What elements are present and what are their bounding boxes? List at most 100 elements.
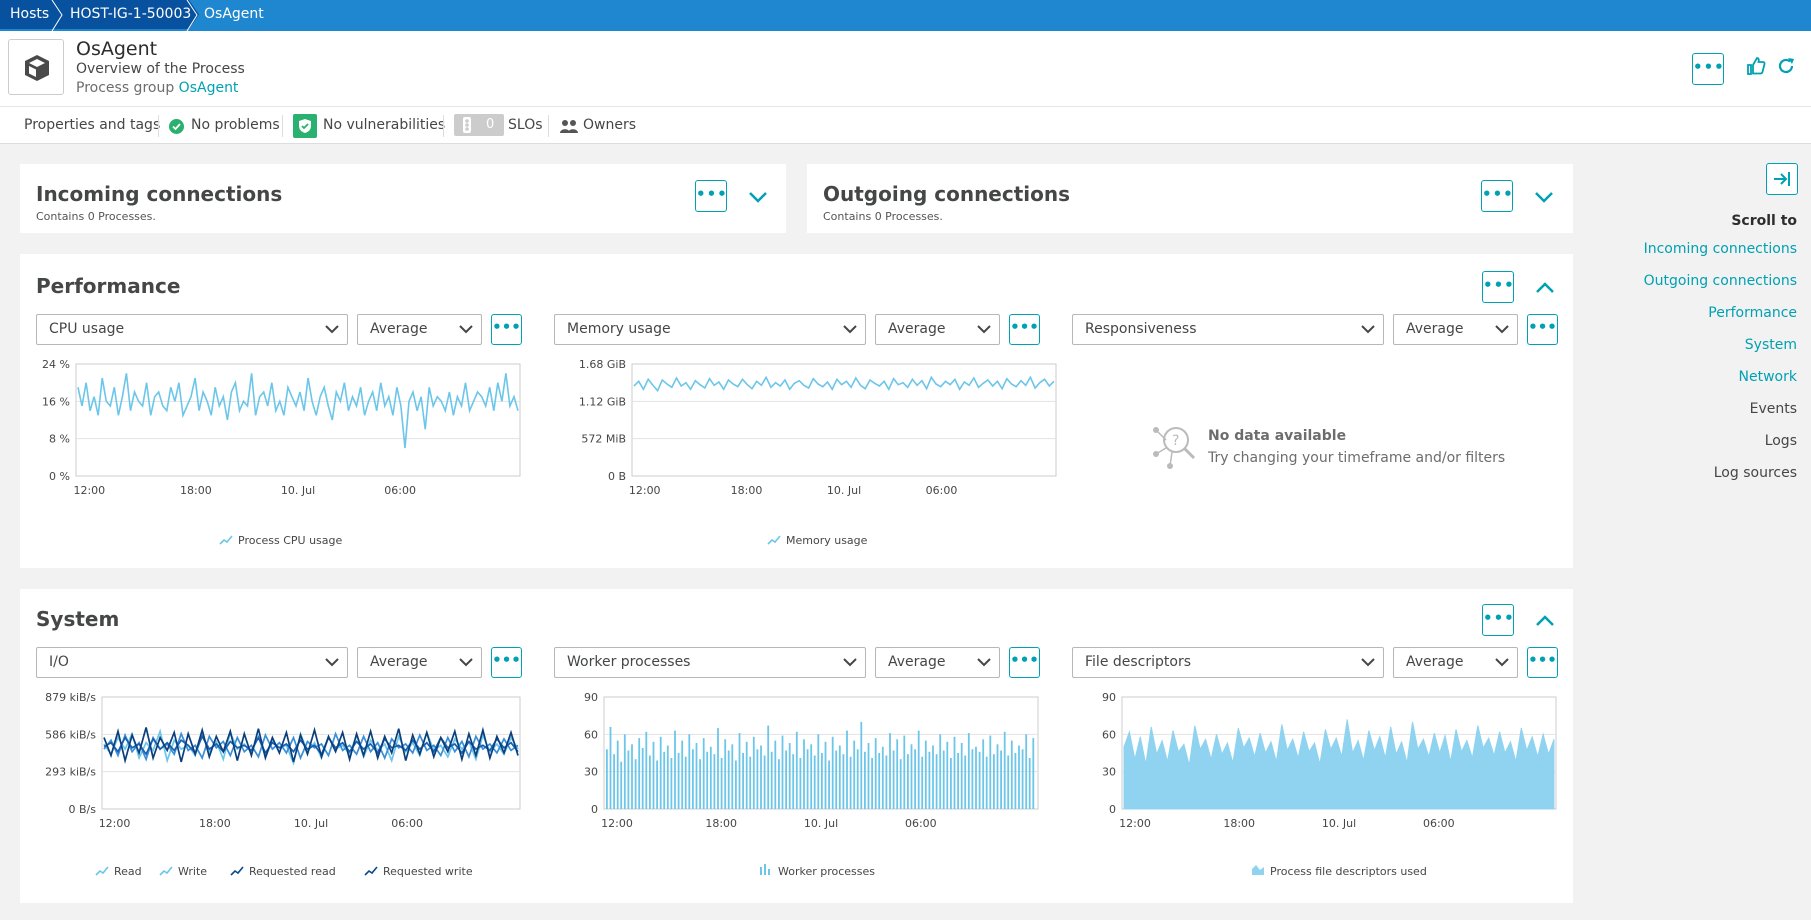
shield-check-icon — [293, 114, 317, 138]
breadcrumb-process[interactable]: OsAgent — [204, 6, 264, 22]
bar — [967, 733, 970, 809]
x-tick-label: 12:00 — [1119, 817, 1151, 830]
legend-icon — [159, 866, 173, 876]
y-tick-label: 572 MiB — [581, 433, 626, 446]
process-group-link[interactable]: OsAgent — [178, 80, 239, 96]
memory-usage-chart: 1.68 GiB 1.12 GiB 572 MiB 0 B12:00 18:00 10. … — [579, 358, 1057, 547]
bar — [960, 743, 963, 809]
bar — [849, 756, 852, 809]
slo-badge[interactable]: 0 — [454, 114, 504, 136]
legend-icon — [219, 535, 233, 545]
io-metric-select[interactable]: I/O — [36, 647, 348, 678]
scroll-link-performance[interactable]: Performance — [1708, 305, 1797, 321]
bar — [727, 750, 730, 809]
vulnerabilities-status[interactable]: No vulnerabilities — [323, 117, 446, 133]
responsiveness-more-button[interactable]: ••• — [1527, 314, 1558, 345]
y-tick-label: 8 % — [49, 433, 70, 446]
bar — [663, 751, 666, 809]
workers-agg-select[interactable]: Average — [875, 647, 1000, 678]
scroll-link-logs[interactable]: Logs — [1764, 433, 1797, 449]
bar — [946, 741, 949, 809]
memory-metric-select[interactable]: Memory usage — [554, 314, 866, 345]
bar — [917, 730, 920, 809]
scroll-link-system[interactable]: System — [1744, 337, 1797, 353]
system-card: System ••• I/O Average ••• Worker proces… — [20, 589, 1573, 903]
slos-label[interactable]: SLOs — [508, 117, 543, 133]
bar — [677, 753, 680, 809]
scroll-link-events[interactable]: Events — [1749, 401, 1797, 417]
problems-status[interactable]: No problems — [191, 117, 280, 133]
performance-more-button[interactable]: ••• — [1482, 271, 1514, 303]
fd-metric-select[interactable]: File descriptors — [1072, 647, 1384, 678]
chevron-up-icon[interactable] — [1533, 609, 1557, 633]
bar — [892, 750, 895, 809]
cpu-metric-select[interactable]: CPU usage — [36, 314, 348, 345]
cpu-more-button[interactable]: ••• — [491, 314, 522, 345]
breadcrumb-separator — [51, 0, 63, 31]
bar — [1028, 758, 1031, 809]
breadcrumb-hosts[interactable]: Hosts — [10, 6, 50, 22]
scroll-link-log-sources[interactable]: Log sources — [1713, 465, 1797, 481]
bar — [717, 728, 719, 809]
bar — [885, 755, 888, 809]
users-icon — [560, 120, 578, 133]
scroll-link-incoming[interactable]: Incoming connections — [1643, 241, 1797, 257]
chevron-up-icon[interactable] — [1533, 276, 1557, 300]
bar — [996, 744, 999, 809]
legend-label: Process file descriptors used — [1270, 865, 1427, 878]
chevron-down-icon[interactable] — [746, 185, 770, 209]
memory-agg-value: Average — [888, 321, 946, 337]
collapse-panel-button[interactable] — [1766, 163, 1798, 195]
responsiveness-metric-value: Responsiveness — [1085, 321, 1197, 337]
bar — [982, 739, 985, 809]
bar — [724, 739, 727, 809]
fd-agg-select[interactable]: Average — [1393, 647, 1518, 678]
properties-and-tags-button[interactable]: Properties and tags — [24, 117, 161, 133]
cpu-agg-value: Average — [370, 321, 428, 337]
memory-agg-select[interactable]: Average — [875, 314, 1000, 345]
cpu-agg-select[interactable]: Average — [357, 314, 482, 345]
chevron-down-icon — [977, 325, 991, 334]
bar — [799, 758, 802, 809]
incoming-more-button[interactable]: ••• — [695, 180, 727, 212]
bar — [824, 741, 827, 809]
workers-agg-value: Average — [888, 654, 946, 670]
bar — [709, 746, 712, 809]
bar — [910, 744, 913, 809]
bar — [606, 749, 608, 809]
x-tick-label: 18:00 — [731, 484, 763, 497]
legend-icon — [1252, 865, 1264, 875]
workers-metric-select[interactable]: Worker processes — [554, 647, 866, 678]
memory-more-button[interactable]: ••• — [1009, 314, 1040, 345]
performance-title: Performance — [36, 274, 181, 298]
header-more-button[interactable]: ••• — [1692, 53, 1724, 85]
chevron-down-icon — [459, 658, 473, 667]
bar — [903, 735, 906, 809]
chevron-down-icon[interactable] — [1532, 185, 1556, 209]
x-tick-label: 18:00 — [1223, 817, 1255, 830]
bar — [634, 759, 637, 809]
io-agg-select[interactable]: Average — [357, 647, 482, 678]
bar — [756, 749, 759, 809]
bar — [842, 754, 845, 809]
chevron-down-icon — [1495, 658, 1509, 667]
io-more-button[interactable]: ••• — [491, 647, 522, 678]
fd-more-button[interactable]: ••• — [1527, 647, 1558, 678]
system-more-button[interactable]: ••• — [1482, 604, 1514, 636]
bar — [652, 741, 655, 809]
owners-button[interactable]: Owners — [583, 117, 637, 133]
io-metric-value: I/O — [49, 654, 69, 670]
breadcrumb-host[interactable]: HOST-IG-1-50003 — [70, 6, 192, 22]
no-data-icon: ? — [1153, 427, 1196, 469]
thumbs-up-icon[interactable] — [1746, 56, 1766, 81]
scroll-link-outgoing[interactable]: Outgoing connections — [1643, 273, 1797, 289]
memory-metric-value: Memory usage — [567, 321, 671, 337]
responsiveness-metric-select[interactable]: Responsiveness — [1072, 314, 1384, 345]
workers-more-button[interactable]: ••• — [1009, 647, 1040, 678]
bar — [935, 754, 938, 809]
refresh-icon[interactable] — [1776, 56, 1796, 81]
outgoing-more-button[interactable]: ••• — [1481, 180, 1513, 212]
bar — [792, 754, 795, 809]
responsiveness-agg-select[interactable]: Average — [1393, 314, 1518, 345]
scroll-link-network[interactable]: Network — [1738, 369, 1797, 385]
